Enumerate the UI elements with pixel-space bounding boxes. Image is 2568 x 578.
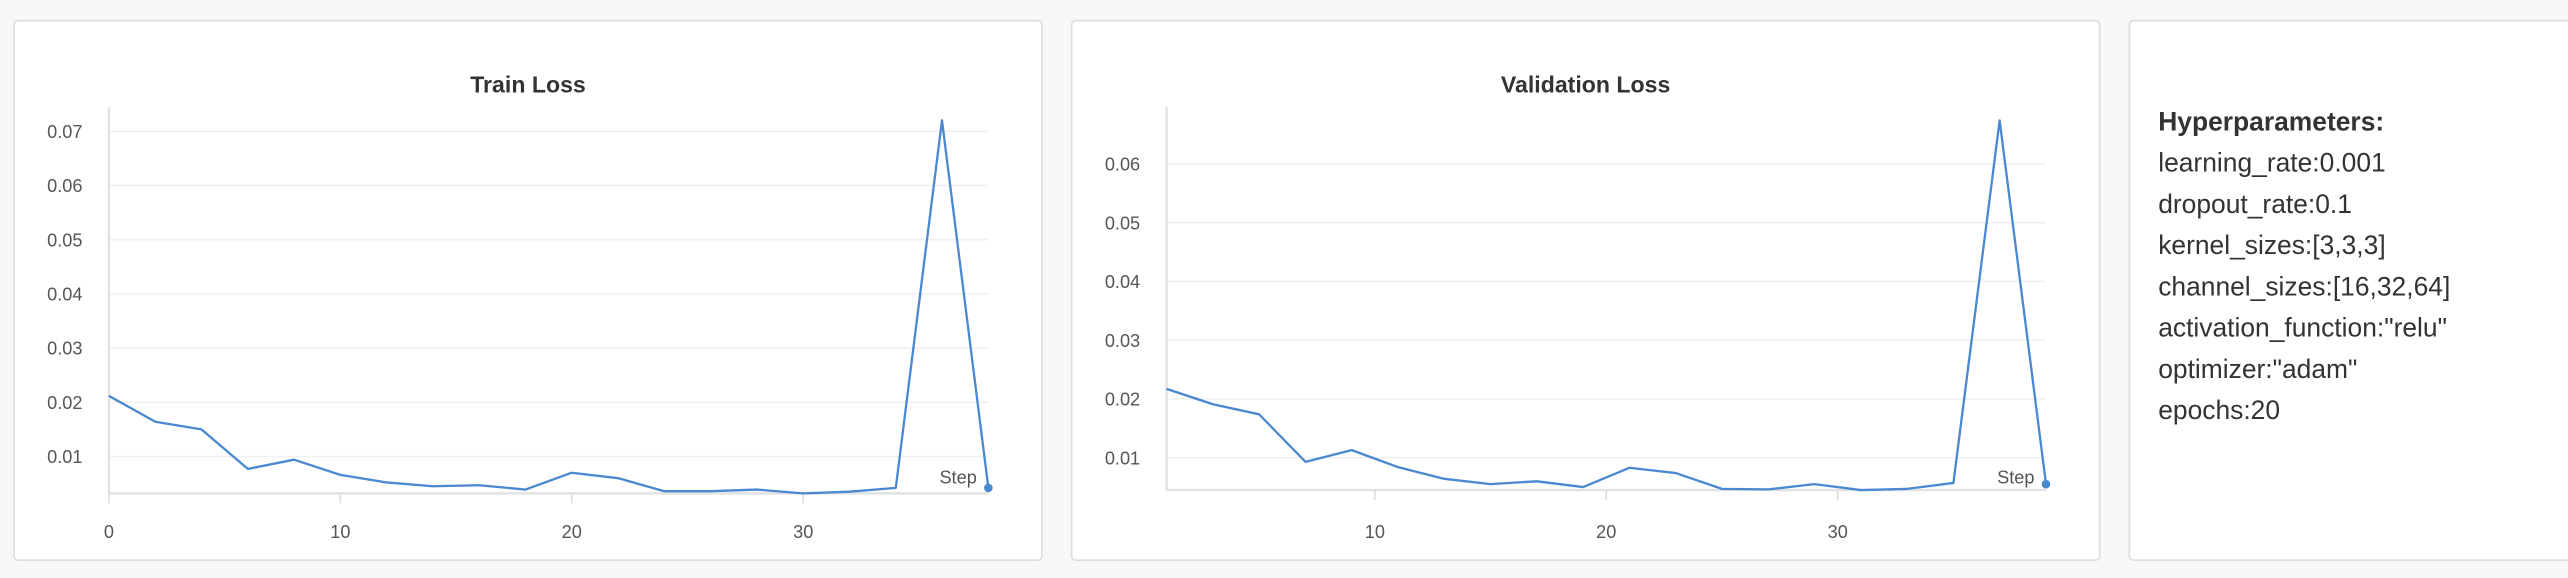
hp-activation-function: activation_function:"relu" xyxy=(2158,315,2447,344)
y-tick-label: 0.03 xyxy=(1105,331,1140,351)
y-tick-label: 0.01 xyxy=(1105,448,1140,468)
hp-epochs: epochs:20 xyxy=(2158,397,2281,426)
hp-dropout-rate: dropout_rate:0.1 xyxy=(2158,191,2352,220)
y-tick-label: 0.04 xyxy=(47,284,82,304)
y-tick-label: 0.06 xyxy=(47,176,82,196)
x-tick-label: 20 xyxy=(1596,522,1616,542)
hp-optimizer: optimizer:"adam" xyxy=(2158,356,2358,385)
validation-loss-chart[interactable]: 0.01 0.02 0.03 0.04 0.05 0.06 10 20 30 Step xyxy=(1073,21,2103,562)
y-tick-label: 0.05 xyxy=(47,230,82,250)
y-tick-label: 0.05 xyxy=(1105,213,1140,233)
x-tick-label: 20 xyxy=(562,522,582,542)
hp-kernel-sizes: kernel_sizes:[3,3,3] xyxy=(2158,232,2386,261)
train-loss-chart[interactable]: 0.01 0.02 0.03 0.04 0.05 0.06 0.07 0 10 20 30 Step xyxy=(15,21,1045,562)
chart-title: Validation Loss xyxy=(1500,70,1671,98)
y-tick-label: 0.02 xyxy=(1105,390,1140,410)
x-tick-label: 10 xyxy=(330,522,350,542)
validation-loss-panel: Validation Loss 0.01 0.02 0.03 0.04 0.05 0.06… xyxy=(1070,19,2103,562)
hyperparameters-list: Hyperparameters: learning_rate:0.001 dro… xyxy=(2158,102,2450,432)
y-tick-label: 0.03 xyxy=(47,339,82,359)
x-tick-label: 30 xyxy=(793,522,813,542)
y-tick-label: 0.02 xyxy=(47,393,82,413)
hp-channel-sizes: channel_sizes:[16,32,64] xyxy=(2158,273,2451,302)
train-loss-panel: Train Loss 0.01 0.02 0.03 0.04 0.05 0.06 0.07 0… xyxy=(13,19,1045,562)
chart-title: Train Loss xyxy=(470,70,586,98)
x-axis-label: Step xyxy=(939,467,976,487)
series-line[interactable] xyxy=(1166,119,2048,492)
x-tick-label: 10 xyxy=(1365,522,1385,542)
hp-learning-rate: learning_rate:0.001 xyxy=(2158,150,2386,179)
y-tick-label: 0.04 xyxy=(1105,272,1140,292)
y-tick-label: 0.07 xyxy=(47,122,82,142)
hyperparameters-title: Hyperparameters: xyxy=(2158,108,2385,137)
y-tick-label: 0.01 xyxy=(47,447,82,467)
last-point-marker[interactable] xyxy=(2041,479,2051,489)
y-tick-label: 0.06 xyxy=(1105,155,1140,175)
series-line[interactable] xyxy=(108,119,990,495)
x-axis-label: Step xyxy=(1997,467,2034,487)
last-point-marker[interactable] xyxy=(984,483,993,493)
hyperparameters-panel: Hyperparameters: learning_rate:0.001 dro… xyxy=(2128,19,2568,562)
x-tick-label: 30 xyxy=(1828,522,1848,542)
x-tick-label: 0 xyxy=(104,522,114,542)
